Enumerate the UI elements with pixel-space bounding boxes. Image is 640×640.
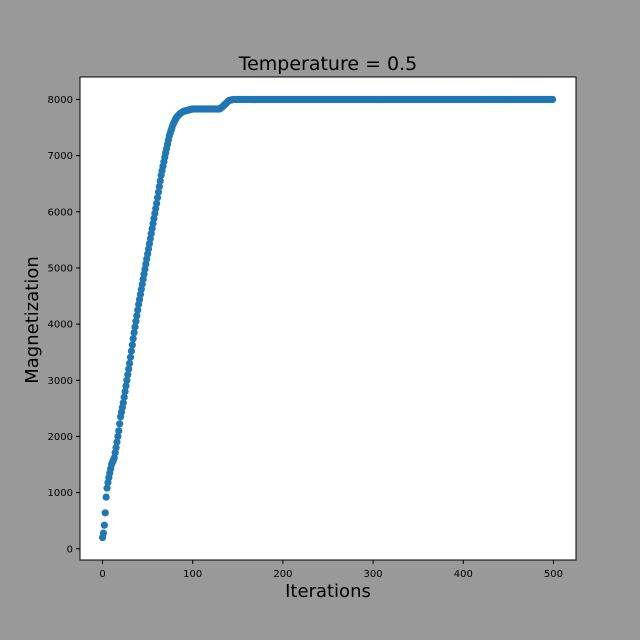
- y-axis-title: Magnetization: [22, 256, 43, 384]
- y-tick-label: 6000: [48, 207, 73, 218]
- data-point: [122, 382, 130, 390]
- x-tick-label: 300: [364, 569, 383, 580]
- data-point: [121, 387, 129, 396]
- x-tick-label: 400: [454, 569, 473, 580]
- y-tick-label: 4000: [48, 320, 73, 331]
- plot-area: [80, 77, 576, 560]
- data-point: [112, 444, 120, 452]
- y-tick-label: 1000: [48, 488, 73, 499]
- data-point: [132, 317, 140, 325]
- data-point: [126, 359, 134, 368]
- axes-frame: [79, 76, 577, 561]
- data-points: [98, 95, 557, 542]
- data-point: [155, 182, 163, 191]
- data-point: [99, 529, 108, 537]
- x-axis-ticks: 0 100 200 300 400 500: [99, 560, 563, 580]
- data-point: [133, 312, 141, 320]
- data-point: [120, 393, 128, 401]
- y-tick-label: 8000: [48, 95, 73, 106]
- data-point: [123, 376, 131, 384]
- data-point: [154, 188, 163, 196]
- data-point: [134, 306, 142, 314]
- data-point: [113, 438, 121, 446]
- data-point: [153, 194, 162, 202]
- x-tick-label: 500: [544, 569, 563, 580]
- data-point: [101, 509, 109, 517]
- data-point: [125, 365, 133, 373]
- data-point: [100, 521, 108, 529]
- y-axis-ticks: 0 1000 2000 3000 4000 5000 6000 7000 8000: [48, 95, 80, 555]
- data-point: [116, 420, 124, 428]
- data-point: [130, 328, 138, 337]
- chart-title: Temperature = 0.5: [238, 53, 418, 75]
- data-point: [126, 353, 135, 361]
- data-point: [114, 432, 122, 441]
- data-point: [102, 493, 110, 501]
- data-point: [153, 199, 161, 207]
- data-point: [156, 177, 164, 185]
- x-tick-label: 0: [99, 569, 105, 580]
- x-tick-label: 100: [183, 569, 202, 580]
- data-point: [119, 399, 127, 407]
- data-point: [128, 341, 136, 349]
- y-tick-label: 2000: [48, 432, 73, 443]
- data-point: [124, 371, 132, 379]
- data-point: [129, 335, 137, 343]
- data-point: [115, 427, 123, 435]
- x-tick-label: 200: [273, 569, 292, 580]
- y-tick-label: 7000: [48, 151, 73, 162]
- y-tick-label: 5000: [48, 263, 73, 274]
- data-point: [548, 95, 557, 104]
- data-point: [103, 484, 111, 492]
- data-point: [127, 347, 135, 355]
- y-tick-label: 3000: [48, 376, 73, 387]
- x-axis-title: Iterations: [285, 581, 371, 602]
- data-point: [131, 323, 139, 331]
- y-tick-label: 0: [67, 544, 73, 555]
